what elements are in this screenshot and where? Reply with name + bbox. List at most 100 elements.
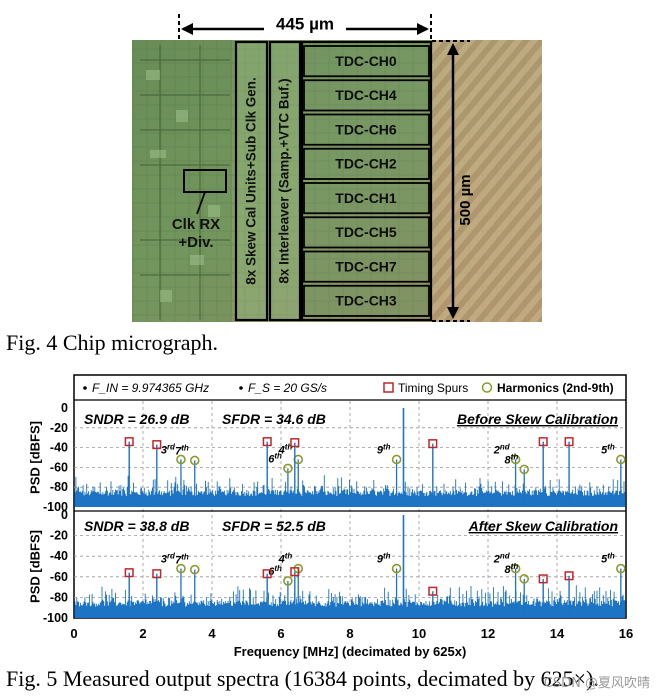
- height-label: 500 µm: [457, 174, 474, 225]
- tdc-channel-label: TDC-CH7: [335, 258, 397, 274]
- harmonic-marker: [283, 576, 293, 586]
- tdc-channel: [303, 250, 430, 283]
- y-tick-label: -20: [50, 529, 68, 543]
- y-tick-label: -80: [50, 480, 68, 494]
- x-axis-label: Frequency [MHz] (decimated by 625x): [234, 644, 467, 659]
- timing-spur-marker: [152, 569, 162, 579]
- timing-spur-marker: [564, 437, 574, 447]
- legend-fin: F_IN = 9.974365 GHz: [92, 381, 209, 395]
- timing-spur-marker: [262, 437, 272, 447]
- tdc-channel-stack: TDC-CH0 TDC-CH4 TDC-CH6 TDC-CH2 TDC-CH1 TDC-C…: [300, 40, 433, 322]
- tdc-channel-label: TDC-CH0: [335, 53, 397, 69]
- x-tick-label: 8: [346, 626, 353, 641]
- harmonic-marker: [616, 563, 626, 574]
- legend-spurs: Timing Spurs: [398, 381, 468, 395]
- harmonic-marker: [176, 454, 186, 465]
- x-tick-label: 6: [277, 626, 284, 641]
- panel-title: After Skew Calibration: [468, 518, 618, 534]
- width-label: 445 µm: [276, 14, 334, 33]
- tdc-channel: [303, 45, 430, 78]
- watermark: CSDN @夏风吹晴: [543, 676, 650, 691]
- legend-fs: F_S = 20 GS/s: [248, 381, 327, 395]
- timing-spur-marker: [538, 437, 548, 447]
- interleaver-label: 8x Interleaver (Samp.+VTC Buf.): [277, 78, 292, 283]
- x-tick-label: 10: [412, 626, 426, 641]
- y-tick-label: -20: [50, 421, 68, 435]
- harmonic-marker: [519, 464, 530, 475]
- figure-5-caption: Fig. 5 Measured output spectra (16384 po…: [6, 666, 599, 691]
- spectra-chart: F_IN = 9.974365 GHz F_S = 20 GS/s Timing S…: [27, 374, 633, 659]
- tdc-channel-label: TDC-CH1: [335, 190, 397, 206]
- clk-rx-block: Clk RX +Div.: [172, 169, 227, 251]
- tdc-channel: [303, 79, 430, 112]
- tdc-channel-label: TDC-CH4: [335, 87, 397, 103]
- harmonic-marker: [391, 563, 402, 574]
- y-tick-label: -60: [50, 460, 68, 474]
- tdc-channel: [303, 182, 430, 215]
- panel-title: Before Skew Calibration: [457, 411, 618, 427]
- x-tick-label: 4: [208, 626, 216, 641]
- tdc-channel-label: TDC-CH3: [335, 293, 397, 309]
- tdc-channel: [303, 147, 430, 180]
- timing-spur-marker: [290, 567, 300, 577]
- legend: F_IN = 9.974365 GHz F_S = 20 GS/s Timing S…: [74, 381, 626, 401]
- y-tick-label: 0: [61, 401, 68, 415]
- y-axis-label: PSD [dBFS]: [27, 530, 42, 603]
- timing-spur-marker: [124, 437, 134, 447]
- timing-spur-marker: [564, 571, 574, 581]
- harmonic-marker: [519, 574, 530, 584]
- y-tick-label: -100: [43, 611, 68, 625]
- timing-spur-marker: [262, 569, 272, 579]
- tdc-channel-label: TDC-CH2: [335, 156, 397, 172]
- tdc-channel-label: TDC-CH6: [335, 121, 397, 137]
- skew-cal-label: 8x Skew Cal Units+Sub Clk Gen.: [244, 77, 259, 284]
- harmonic-marker: [283, 463, 293, 474]
- harmonic-marker: [510, 563, 521, 574]
- sndr-annotation: SNDR = 26.9 dB: [84, 411, 189, 427]
- y-tick-label: -80: [50, 590, 68, 604]
- y-tick-label: -40: [50, 441, 68, 455]
- height-dimension: 500 µm: [432, 40, 474, 322]
- noise-floor: [74, 475, 626, 507]
- figure-4-caption: Fig. 4 Chip micrograph.: [6, 330, 219, 355]
- x-tick-label: 12: [481, 626, 495, 641]
- interleaver-block: 8x Interleaver (Samp.+VTC Buf.): [268, 40, 302, 322]
- chip-micrograph: 445 µm 500 µm Clk RX +Div. 8x Skew Cal U…: [132, 14, 542, 322]
- x-tick-label: 2: [139, 626, 146, 641]
- noise-floor: [74, 585, 626, 618]
- y-tick-label: -60: [50, 570, 68, 584]
- tdc-channel: [303, 216, 430, 249]
- sfdr-annotation: SFDR = 52.5 dB: [222, 518, 326, 534]
- tdc-channel-label: TDC-CH5: [335, 224, 397, 240]
- harmonic-marker: [189, 455, 200, 466]
- clk-label-line2: +Div.: [178, 234, 213, 251]
- sndr-annotation: SNDR = 38.8 dB: [84, 518, 189, 534]
- timing-spur-marker: [124, 568, 134, 578]
- timing-spur-marker: [428, 439, 438, 449]
- harmonic-marker: [189, 564, 200, 575]
- legend-harmonic-marker: [481, 382, 493, 393]
- x-tick-label: 14: [550, 626, 565, 641]
- y-axis-label: PSD [dBFS]: [27, 421, 42, 494]
- tdc-channel: [303, 284, 430, 317]
- y-tick-label: -100: [43, 500, 68, 514]
- tdc-channel: [303, 113, 430, 146]
- skew-cal-block: 8x Skew Cal Units+Sub Clk Gen.: [234, 40, 269, 322]
- legend-spur-marker: [383, 382, 394, 393]
- legend-harmonics: Harmonics (2nd-9th): [497, 381, 614, 395]
- clk-label-line1: Clk RX: [172, 216, 220, 233]
- harmonic-marker: [176, 563, 186, 574]
- harmonic-marker: [616, 454, 626, 465]
- harmonic-marker: [391, 454, 402, 465]
- harmonic-marker: [510, 454, 521, 465]
- timing-spur-marker: [152, 440, 162, 450]
- y-tick-label: -40: [50, 549, 68, 563]
- x-tick-label: 0: [70, 626, 77, 641]
- timing-spur-marker: [290, 438, 300, 448]
- timing-spur-marker: [428, 586, 438, 596]
- width-dimension: 445 µm: [178, 14, 432, 40]
- x-tick-label: 16: [619, 626, 633, 641]
- sfdr-annotation: SFDR = 34.6 dB: [222, 411, 326, 427]
- y-tick-label: 0: [61, 508, 68, 522]
